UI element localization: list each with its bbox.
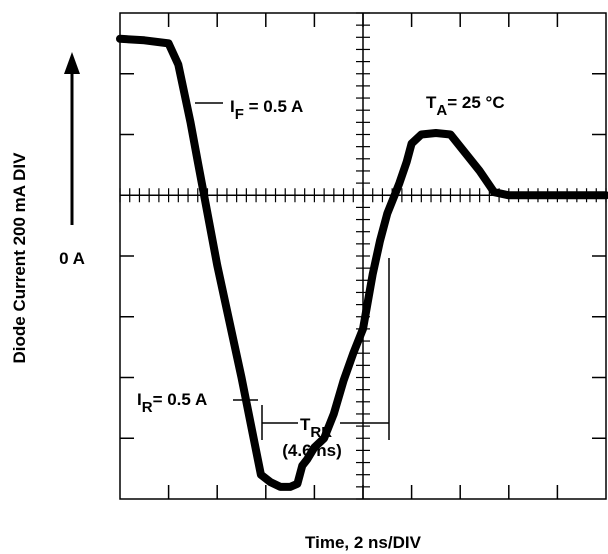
reverse-current-label: IR= 0.5 A <box>137 390 207 416</box>
zero-label: 0 A <box>59 249 85 268</box>
series-line <box>116 34 608 491</box>
trr-marker <box>261 258 390 440</box>
trr-label: TRR <box>300 415 332 441</box>
x-axis-label: Time, 2 ns/DIV <box>305 533 422 552</box>
y-arrow-icon <box>64 52 80 225</box>
axis-ticks <box>119 12 607 500</box>
trr-value: (4.6 ns) <box>282 441 342 460</box>
forward-current-label: IF = 0.5 A <box>230 97 303 123</box>
temperature-label: TA= 25 °C <box>426 93 505 119</box>
y-axis-label: Diode Current 200 mA DIV <box>10 152 29 364</box>
